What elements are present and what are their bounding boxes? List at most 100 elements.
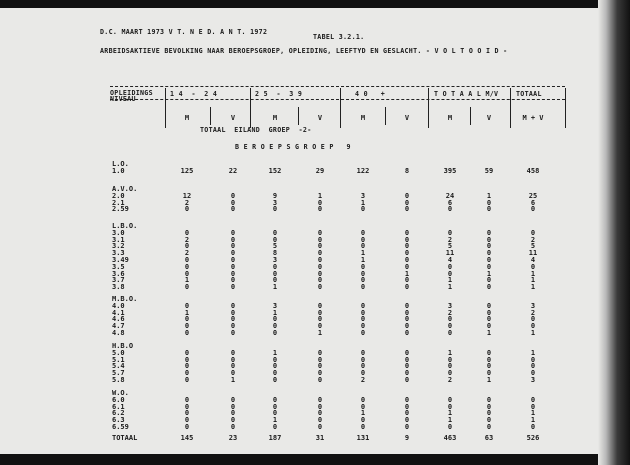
cell: 0 xyxy=(530,315,536,324)
cell: 0 xyxy=(486,249,492,258)
cell: 0 xyxy=(230,308,236,317)
cell: 25 xyxy=(528,191,538,200)
cell: 0 xyxy=(530,402,536,411)
column-separator xyxy=(565,88,566,128)
cell: 0 xyxy=(404,362,410,371)
cell: 8 xyxy=(272,249,278,258)
cell: 0 xyxy=(447,228,453,237)
row-label: 4.7 xyxy=(112,322,125,331)
scan-border-bottom xyxy=(0,454,630,465)
cell: 0 xyxy=(272,376,278,384)
cell: 2 xyxy=(447,235,453,244)
total-cell: 131 xyxy=(356,434,370,442)
cell: 1 xyxy=(530,416,536,425)
cell: 0 xyxy=(184,329,190,337)
cell: 458 xyxy=(526,166,540,175)
cell: 0 xyxy=(360,362,366,371)
divider xyxy=(110,99,565,100)
cell: 0 xyxy=(447,369,453,378)
cell: 0 xyxy=(447,395,453,404)
cell: 0 xyxy=(404,409,410,418)
row-label: 3.6 xyxy=(112,269,125,278)
cell: 0 xyxy=(317,249,323,258)
cell: 0 xyxy=(230,329,236,337)
total-cell: 31 xyxy=(315,434,325,442)
cell: 1 xyxy=(486,191,492,200)
group-header-14-24: 1 4 - 2 4 xyxy=(170,90,218,98)
group-label: A.V.O. xyxy=(112,185,138,193)
subheader-0: M xyxy=(184,114,190,122)
row-label: 4.8 xyxy=(112,329,125,337)
cell: 0 xyxy=(272,235,278,244)
cell: 0 xyxy=(230,402,236,411)
cell: 5 xyxy=(272,242,278,251)
cell: 3 xyxy=(530,376,536,384)
cell: 0 xyxy=(272,262,278,271)
cell: 0 xyxy=(360,235,366,244)
cell: 0 xyxy=(486,198,492,207)
cell: 0 xyxy=(404,242,410,251)
cell: 0 xyxy=(447,329,453,337)
cell: 1 xyxy=(530,348,536,357)
cell: 152 xyxy=(268,166,282,175)
cell: 0 xyxy=(360,348,366,357)
cell: 0 xyxy=(360,315,366,324)
group-label: L.O. xyxy=(112,160,129,168)
cell: 1 xyxy=(317,329,323,337)
cell: 0 xyxy=(486,348,492,357)
cell: 0 xyxy=(184,348,190,357)
cell: 8 xyxy=(404,166,410,175)
cell: 0 xyxy=(272,355,278,364)
row-label: 4.0 xyxy=(112,301,125,310)
cell: 0 xyxy=(184,242,190,251)
cell: 0 xyxy=(404,308,410,317)
cell: 0 xyxy=(486,262,492,271)
cell: 0 xyxy=(404,315,410,324)
cell: 0 xyxy=(272,205,278,214)
cell: 0 xyxy=(360,416,366,425)
cell: 0 xyxy=(230,395,236,404)
total-cell: 526 xyxy=(526,434,540,442)
cell: 0 xyxy=(317,395,323,404)
group-header-totaal: TOTAAL xyxy=(516,90,542,98)
column-separator xyxy=(385,107,386,125)
cell: 1 xyxy=(272,283,278,292)
row-label: 6.3 xyxy=(112,416,125,425)
cell: 0 xyxy=(272,228,278,237)
cell: 0 xyxy=(486,402,492,411)
cell: 0 xyxy=(486,423,492,431)
cell: 2 xyxy=(360,376,366,384)
cell: 0 xyxy=(230,269,236,278)
divider xyxy=(110,86,565,87)
cell: 1 xyxy=(272,416,278,425)
cell: 0 xyxy=(404,395,410,404)
cell: 0 xyxy=(447,322,453,331)
row-label: 5.7 xyxy=(112,369,125,378)
cell: 0 xyxy=(230,198,236,207)
cell: 1 xyxy=(486,269,492,278)
cell: 0 xyxy=(447,205,453,214)
cell: 0 xyxy=(530,355,536,364)
cell: 0 xyxy=(317,409,323,418)
cell: 0 xyxy=(486,205,492,214)
cell: 125 xyxy=(180,166,194,175)
cell: 0 xyxy=(184,402,190,411)
cell: 0 xyxy=(184,322,190,331)
cell: 0 xyxy=(404,198,410,207)
cell: 0 xyxy=(272,269,278,278)
cell: 0 xyxy=(404,369,410,378)
subheader-6: M xyxy=(447,114,453,122)
cell: 1 xyxy=(230,376,236,384)
cell: 1 xyxy=(360,409,366,418)
cell: 0 xyxy=(486,283,492,292)
row-label: 3.8 xyxy=(112,283,125,292)
cell: 0 xyxy=(404,376,410,384)
cell: 22 xyxy=(228,166,238,175)
cell: 0 xyxy=(184,256,190,264)
cell: 0 xyxy=(184,369,190,378)
cell: 0 xyxy=(404,322,410,331)
cell: 0 xyxy=(184,283,190,292)
cell: 0 xyxy=(230,235,236,244)
cell: 0 xyxy=(486,242,492,251)
cell: 0 xyxy=(530,362,536,371)
